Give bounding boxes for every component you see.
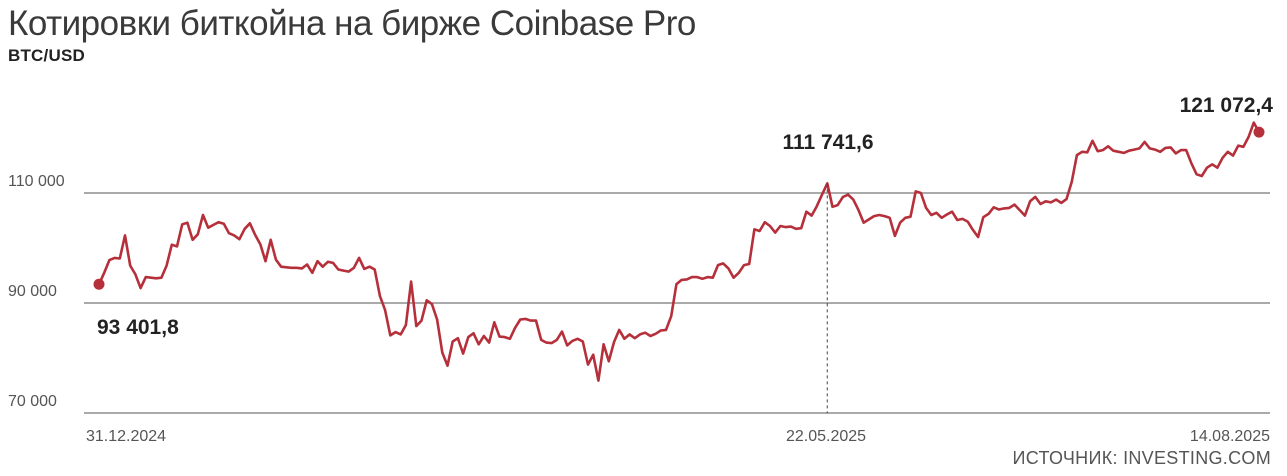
x-tick-label: 22.05.2025	[786, 428, 866, 445]
end-point-marker	[1253, 126, 1265, 138]
x-tick-label: 14.08.2025	[1190, 428, 1270, 445]
grid-layer	[84, 192, 1270, 414]
y-tick-label: 90 000	[8, 283, 57, 300]
price-line	[97, 121, 1261, 382]
y-tick-label: 110 000	[8, 173, 65, 190]
start-value-label: 93 401,8	[97, 316, 179, 339]
chart-subtitle: BTC/USD	[8, 46, 85, 65]
end-value-label: 121 072,4	[1180, 94, 1274, 117]
series-layer	[93, 121, 1265, 413]
source-note: ИСТОЧНИК: INVESTING.COM	[1012, 448, 1271, 468]
start-point-marker	[93, 278, 105, 290]
label-layer: 70 000 90 000 110 000 31.12.2024 22.05.2025 1…	[8, 94, 1273, 445]
chart-title: Котировки биткойна на бирже Coinbase Pro	[8, 4, 696, 43]
y-tick-label: 70 000	[8, 393, 57, 410]
x-tick-label: 31.12.2024	[86, 428, 166, 445]
peak-value-label: 111 741,6	[782, 131, 873, 154]
